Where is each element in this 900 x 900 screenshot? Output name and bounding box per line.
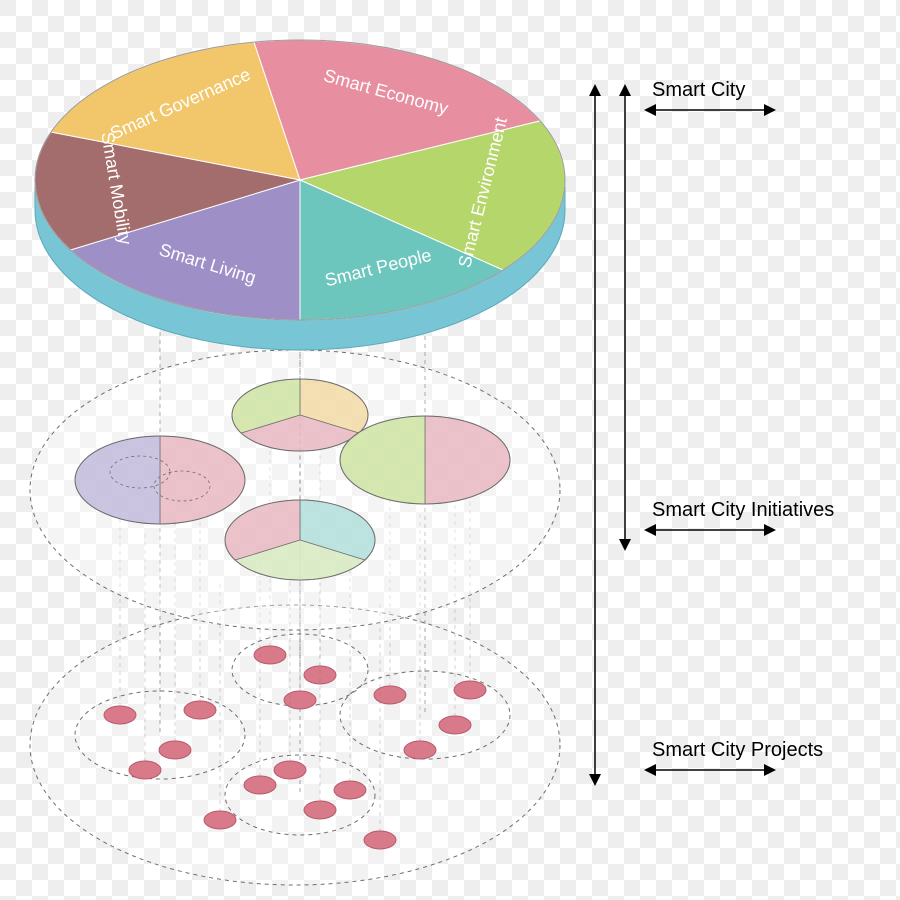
smart-city-disc: Smart GovernanceSmart EconomySmart Envir… xyxy=(35,40,565,350)
initiative-disc xyxy=(232,379,368,451)
project-dot xyxy=(104,706,136,724)
project-dot xyxy=(439,716,471,734)
project-dot xyxy=(254,646,286,664)
layer-label: Smart City xyxy=(652,79,745,101)
project-dot xyxy=(184,701,216,719)
project-dot xyxy=(204,811,236,829)
project-dot xyxy=(274,761,306,779)
project-dot xyxy=(334,781,366,799)
project-dot xyxy=(454,681,486,699)
project-dot xyxy=(404,741,436,759)
project-dot xyxy=(304,801,336,819)
project-dot xyxy=(364,831,396,849)
initiative-disc xyxy=(75,436,245,524)
project-dot xyxy=(374,686,406,704)
layer-label: Smart City Projects xyxy=(652,739,823,761)
layer-label: Smart City Initiatives xyxy=(652,499,834,521)
project-dot xyxy=(244,776,276,794)
initiative-disc xyxy=(225,500,375,580)
project-dot xyxy=(284,691,316,709)
project-dot xyxy=(159,741,191,759)
initiative-disc xyxy=(340,416,510,504)
project-dot xyxy=(129,761,161,779)
